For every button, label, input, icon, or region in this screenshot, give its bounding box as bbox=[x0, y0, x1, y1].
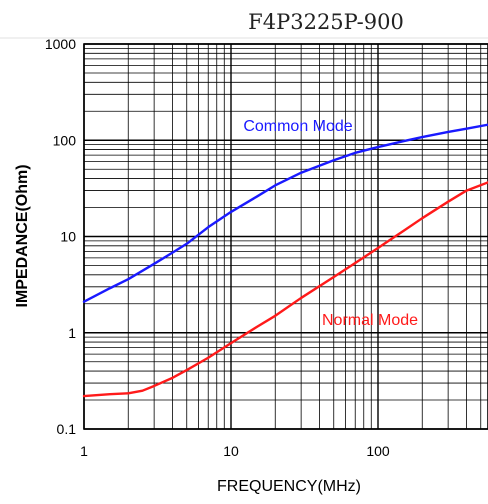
chart-title: F4P3225P-900 bbox=[248, 10, 404, 34]
y-tick-label: 0.1 bbox=[57, 421, 77, 437]
y-tick-label: 100 bbox=[53, 132, 77, 148]
y-axis-label: IMPEDANCE(Ohm) bbox=[14, 164, 31, 307]
y-tick-labels: 0.1 1 10 100 1000 bbox=[45, 36, 76, 437]
x-tick-label: 1 bbox=[80, 443, 88, 459]
series-layer bbox=[82, 123, 488, 398]
y-tick-label: 10 bbox=[60, 229, 76, 245]
plot-frame bbox=[83, 43, 488, 430]
minor-horizontal-grid bbox=[84, 48, 488, 401]
series-label-normal-mode: Normal Mode bbox=[322, 312, 418, 329]
x-tick-label: 10 bbox=[223, 443, 239, 459]
series-line-normal-mode bbox=[82, 181, 488, 398]
y-tick-label: 1 bbox=[68, 325, 76, 341]
series-label-common-mode: Common Mode bbox=[243, 118, 352, 135]
x-tick-label: 100 bbox=[366, 443, 390, 459]
y-tick-label: 1000 bbox=[45, 36, 76, 52]
x-axis-label: FREQUENCY(MHz) bbox=[217, 478, 361, 495]
series-line-common-mode bbox=[82, 123, 488, 303]
x-tick-labels: 1 10 100 bbox=[80, 443, 390, 459]
